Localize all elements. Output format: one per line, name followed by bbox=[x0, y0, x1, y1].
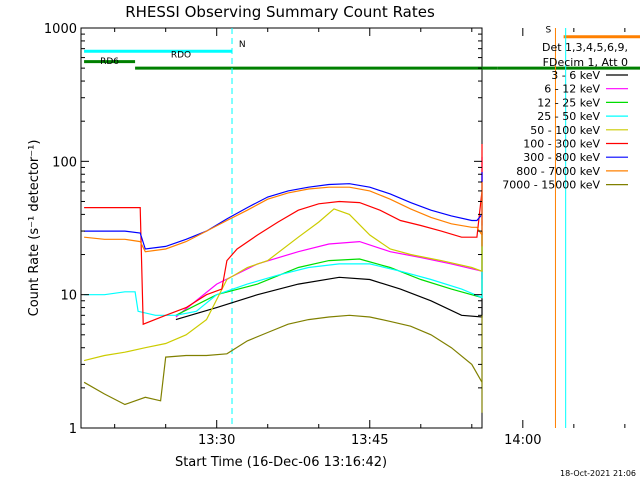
x-tick-label-0: 13:30 bbox=[198, 433, 235, 448]
x-tick-label-2: 14:00 bbox=[504, 433, 541, 448]
series-line-6 bbox=[84, 172, 483, 250]
flag-label-rd6: RD6 bbox=[100, 57, 119, 67]
legend: Det 1,3,4,5,6,9, FDecim 1, Att 03 - 6 keV… bbox=[502, 41, 628, 192]
series-line-3 bbox=[84, 235, 483, 316]
y-tick-label-2: 100 bbox=[52, 155, 77, 170]
flag-label-rdo: RDO bbox=[171, 51, 191, 61]
timestamp: 18-Oct-2021 21:06 bbox=[560, 469, 636, 478]
legend-label-3: 25 - 50 keV bbox=[537, 110, 600, 123]
legend-label-0: 3 - 6 keV bbox=[551, 69, 600, 82]
x-axis-label: Start Time (16-Dec-06 13:16:42) bbox=[175, 455, 387, 470]
data-series bbox=[83, 144, 483, 413]
legend-label-8: 7000 - 15000 keV bbox=[502, 179, 600, 192]
legend-header-1: FDecim 1, Att 0 bbox=[543, 56, 628, 69]
flag-bars: N S RDO RD6 bbox=[84, 26, 640, 70]
series-line-4 bbox=[83, 208, 483, 362]
y-axis: 1 10 100 1000 bbox=[44, 22, 482, 437]
y-tick-label-3: 1000 bbox=[44, 22, 77, 37]
flag-label-s: S bbox=[545, 26, 551, 36]
legend-label-6: 300 - 800 keV bbox=[523, 151, 600, 164]
flag-label-n: N bbox=[239, 40, 246, 50]
y-tick-label-0: 1 bbox=[69, 422, 77, 437]
series-line-8 bbox=[83, 314, 483, 413]
legend-header-0: Det 1,3,4,5,6,9, bbox=[542, 41, 628, 54]
y-tick-label-1: 10 bbox=[60, 289, 77, 304]
legend-label-7: 800 - 7000 keV bbox=[516, 165, 600, 178]
event-lines bbox=[231, 28, 567, 428]
legend-label-5: 100 - 300 keV bbox=[523, 138, 600, 151]
x-tick-label-1: 13:45 bbox=[351, 433, 388, 448]
legend-label-1: 6 - 12 keV bbox=[544, 83, 600, 96]
series-line-7 bbox=[84, 182, 483, 253]
legend-label-2: 12 - 25 keV bbox=[537, 96, 600, 109]
y-axis-label: Count Rate (s⁻¹ detector⁻¹) bbox=[27, 140, 42, 317]
legend-label-4: 50 - 100 keV bbox=[530, 124, 600, 137]
chart-title: RHESSI Observing Summary Count Rates bbox=[125, 3, 435, 21]
